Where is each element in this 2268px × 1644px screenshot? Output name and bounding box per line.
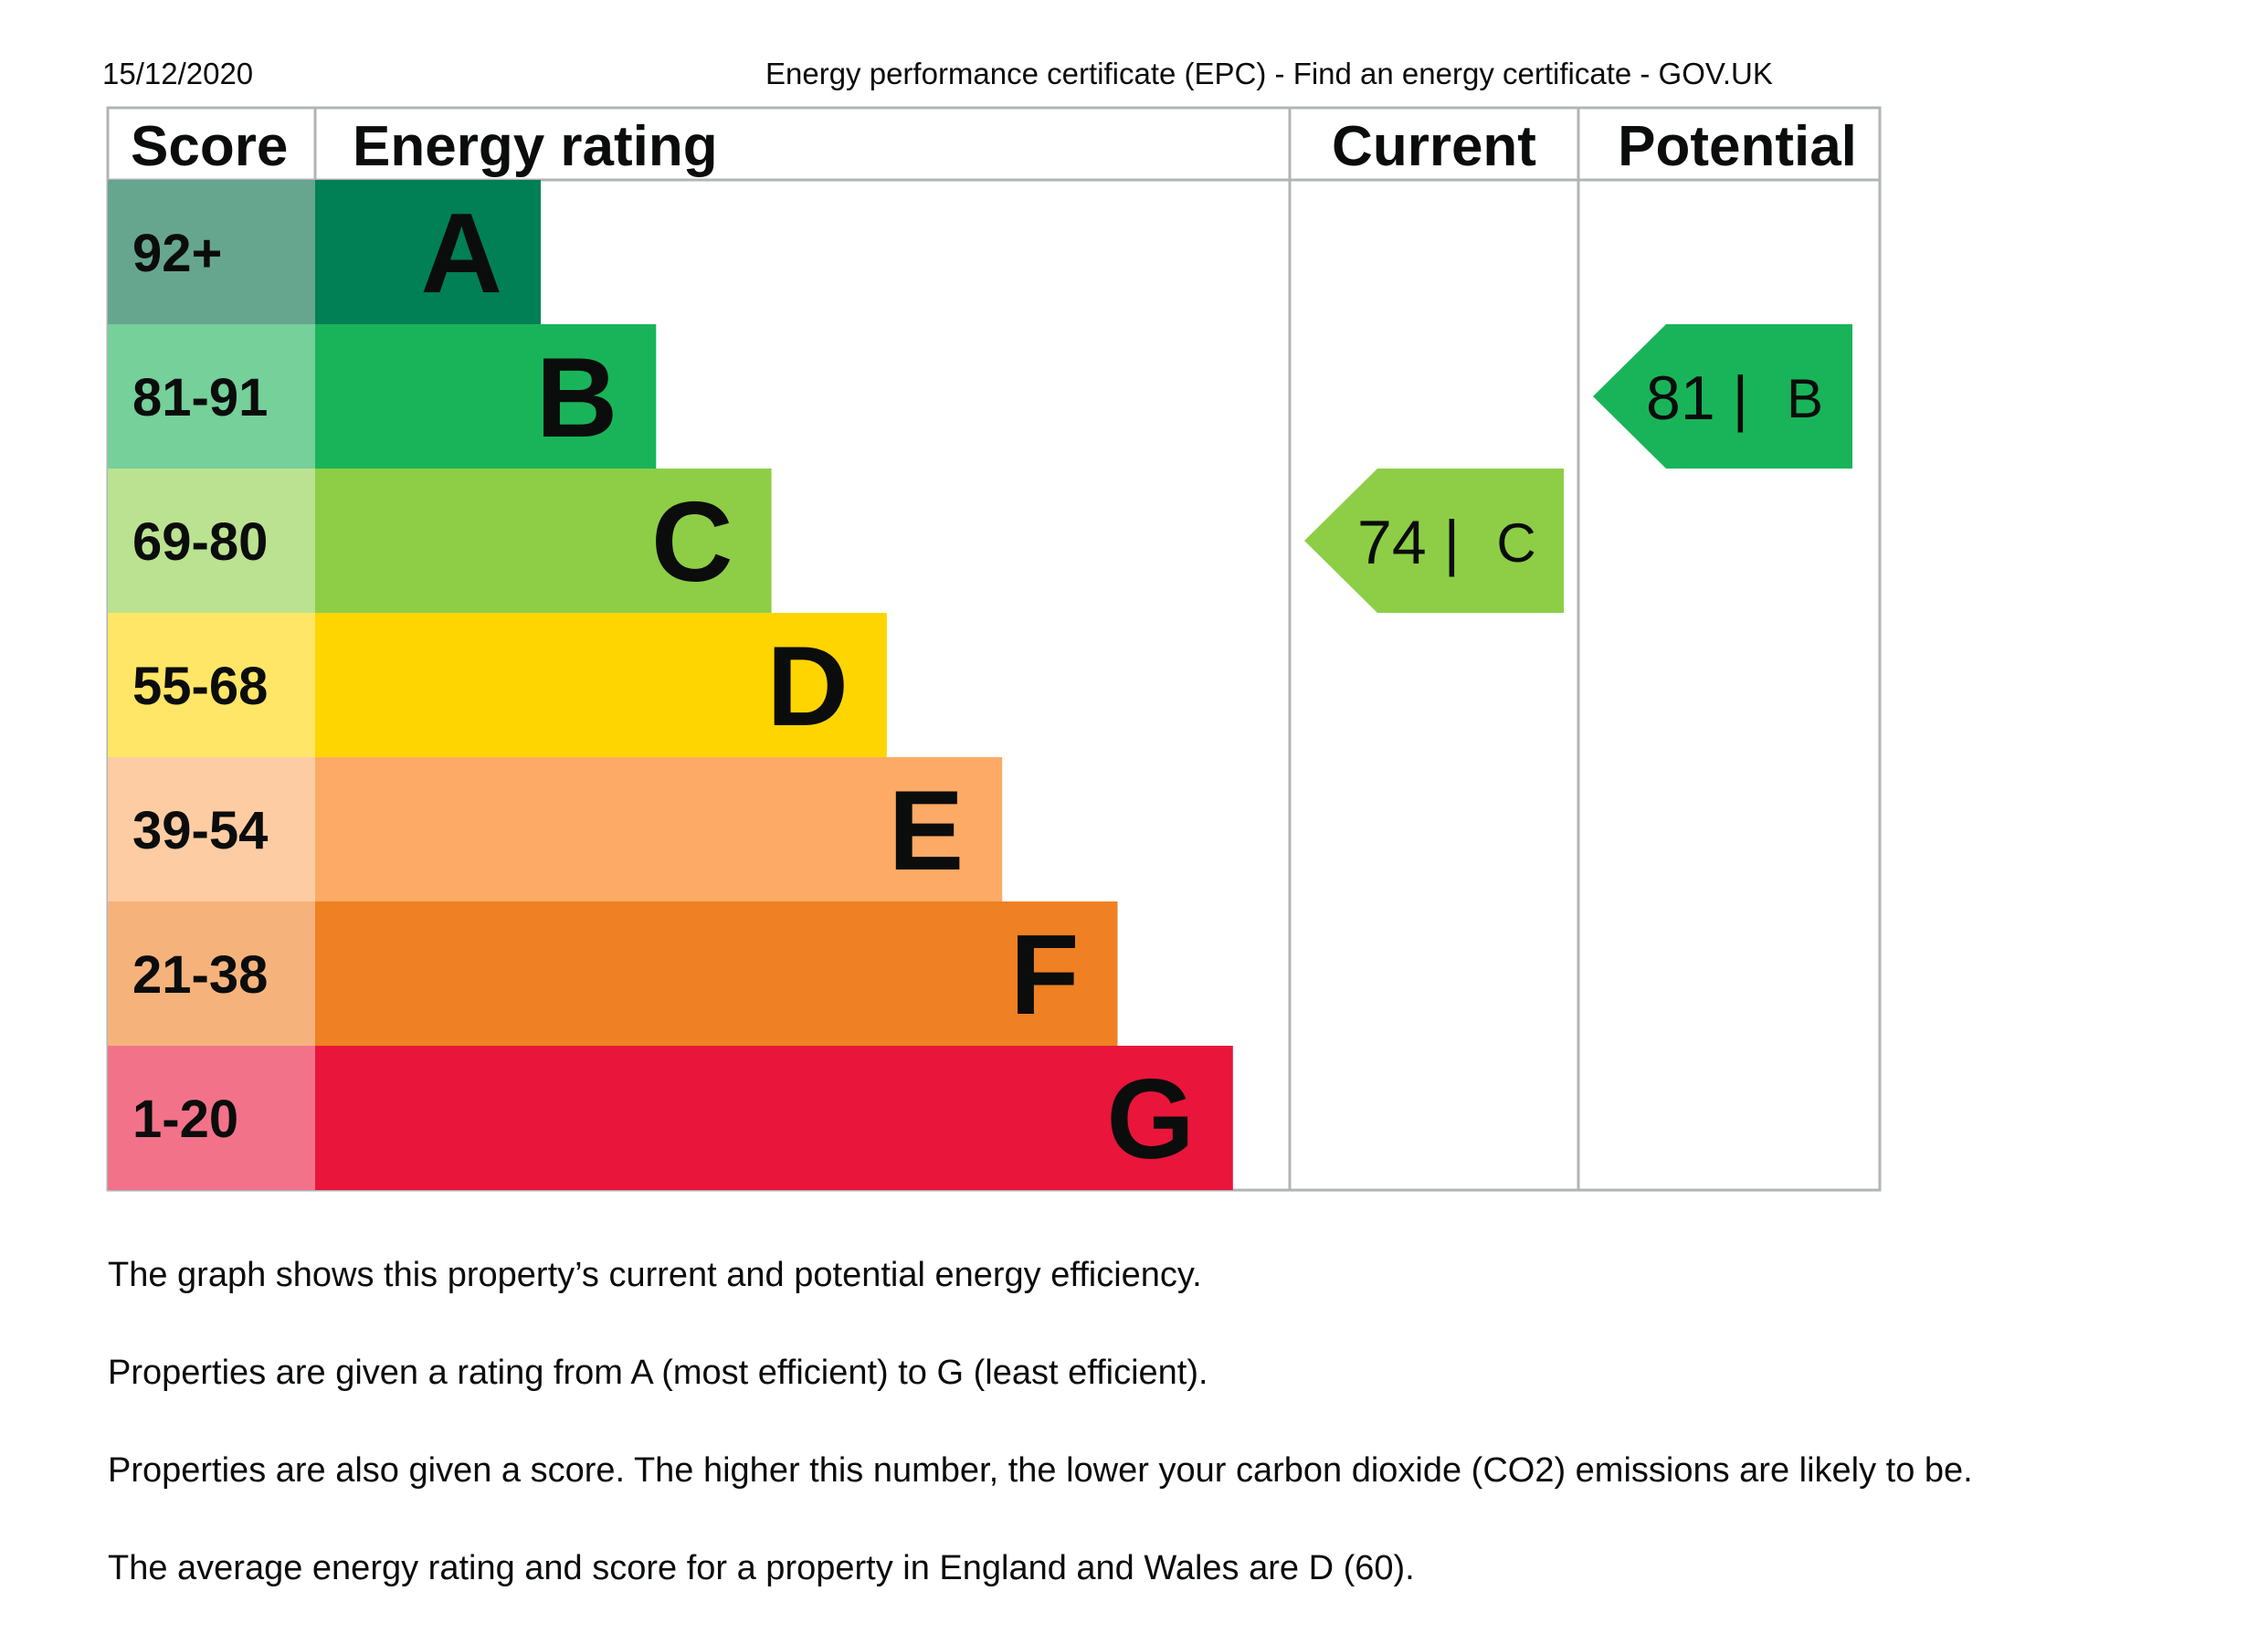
rating-markers: 74 | C 81 | B <box>1304 324 1852 613</box>
print-page-title: Energy performance certificate (EPC) - F… <box>765 57 1773 90</box>
energy-rating-column-header: Energy rating <box>353 115 718 178</box>
potential-rating-score: 81 | <box>1646 364 1748 433</box>
rating-bar-b <box>315 324 657 469</box>
score-range-a: 92+ <box>132 224 222 283</box>
rating-letter-a: A <box>420 191 502 317</box>
rating-letter-b: B <box>536 335 618 461</box>
current-rating-score: 74 | <box>1357 508 1460 577</box>
current-rating-band: C <box>1496 512 1535 574</box>
rating-letter-g: G <box>1106 1057 1194 1183</box>
current-rating-arrow <box>1304 469 1564 613</box>
print-date: 15/12/2020 <box>102 57 254 90</box>
score-cell-d <box>108 613 315 757</box>
score-cell-c <box>108 469 315 613</box>
potential-rating-band: B <box>1787 368 1823 429</box>
score-range-f: 21-38 <box>132 945 268 1005</box>
score-cell-a <box>108 180 315 324</box>
potential-rating-arrow <box>1593 324 1852 469</box>
score-range-g: 1-20 <box>132 1090 238 1149</box>
explanation-score: Properties are also given a score. The h… <box>108 1451 1973 1490</box>
rating-bar-a <box>315 180 541 324</box>
rating-bands: 92+ A 81-91 B 69-80 C 55-68 D 39-54 E 21-38 F 1-20 G <box>108 180 1233 1190</box>
score-range-d: 55-68 <box>132 657 268 716</box>
score-range-b: 81-91 <box>132 368 268 427</box>
rating-letter-e: E <box>888 768 964 894</box>
rating-letter-f: F <box>1010 912 1080 1038</box>
rating-bar-c <box>315 469 772 613</box>
rating-bar-e <box>315 757 1003 901</box>
rating-letter-d: D <box>766 624 849 750</box>
rating-letter-c: C <box>651 480 733 606</box>
score-cell-e <box>108 757 315 901</box>
explanation-rating: Properties are given a rating from A (mo… <box>108 1354 1208 1392</box>
rating-bar-d <box>315 613 887 757</box>
score-range-c: 69-80 <box>132 512 268 572</box>
explanation-graph: The graph shows this property’s current … <box>108 1256 1202 1294</box>
rating-bar-g <box>315 1046 1233 1190</box>
explanation-text: The graph shows this property’s current … <box>108 1253 2209 1644</box>
score-range-e: 39-54 <box>132 801 268 860</box>
explanation-average: The average energy rating and score for … <box>108 1549 1415 1587</box>
score-cell-f <box>108 901 315 1046</box>
epc-rating-graph: Score Energy rating Current Potential 92… <box>106 106 1882 1192</box>
potential-column-header: Potential <box>1618 115 1857 178</box>
score-cell-g <box>108 1046 315 1190</box>
score-cell-b <box>108 324 315 469</box>
score-column-header: Score <box>131 115 288 178</box>
current-column-header: Current <box>1332 115 1536 178</box>
rating-bar-f <box>315 901 1118 1046</box>
